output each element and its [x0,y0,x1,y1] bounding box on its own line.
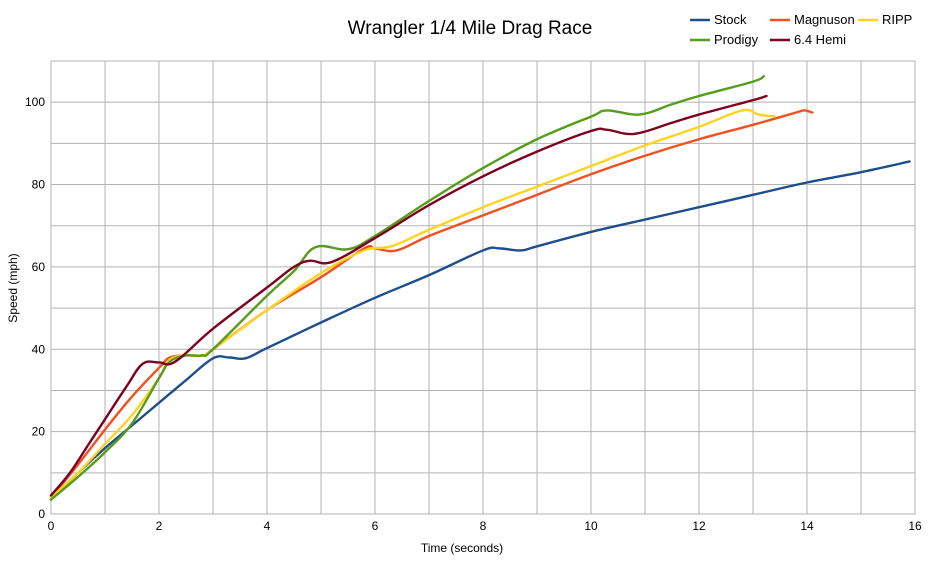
tick-labels: 0 2 4 6 8 10 12 14 16 0 20 40 60 80 100 [25,95,922,533]
y-tick-label: 80 [32,178,46,192]
x-tick-label: 16 [908,519,922,533]
x-tick-label: 0 [48,519,55,533]
series-line-ripp [49,108,776,499]
series-line-stock [49,160,911,501]
grid [51,60,915,514]
chart-title: Wrangler 1/4 Mile Drag Race [348,18,593,39]
x-axis-label: Time (seconds) [421,541,503,555]
y-tick-label: 20 [32,425,46,439]
series-line-magnuson [49,109,814,499]
series-line-6-4-hemi [49,94,768,497]
y-tick-label: 60 [32,260,46,274]
plot-frame [50,60,916,515]
x-tick-label: 10 [584,519,598,533]
y-axis-label: Speed (mph) [6,253,20,322]
x-tick-label: 2 [156,519,163,533]
x-tick-label: 4 [264,519,271,533]
x-tick-label: 6 [372,519,379,533]
y-tick-label: 0 [38,507,45,521]
legend-label: Prodigy [714,32,759,47]
legend-label: Stock [714,12,747,27]
series-line-prodigy [49,75,765,501]
x-tick-label: 14 [800,519,814,533]
x-tick-label: 12 [692,519,706,533]
legend-label: 6.4 Hemi [794,32,846,47]
y-tick-label: 100 [25,95,45,109]
legend: Stock Magnuson RIPP Prodigy 6.4 Hemi [690,12,912,47]
series-lines [49,75,911,501]
legend-label: Magnuson [794,12,855,27]
y-tick-label: 40 [32,342,46,356]
legend-label: RIPP [882,12,912,27]
x-tick-label: 8 [480,519,487,533]
